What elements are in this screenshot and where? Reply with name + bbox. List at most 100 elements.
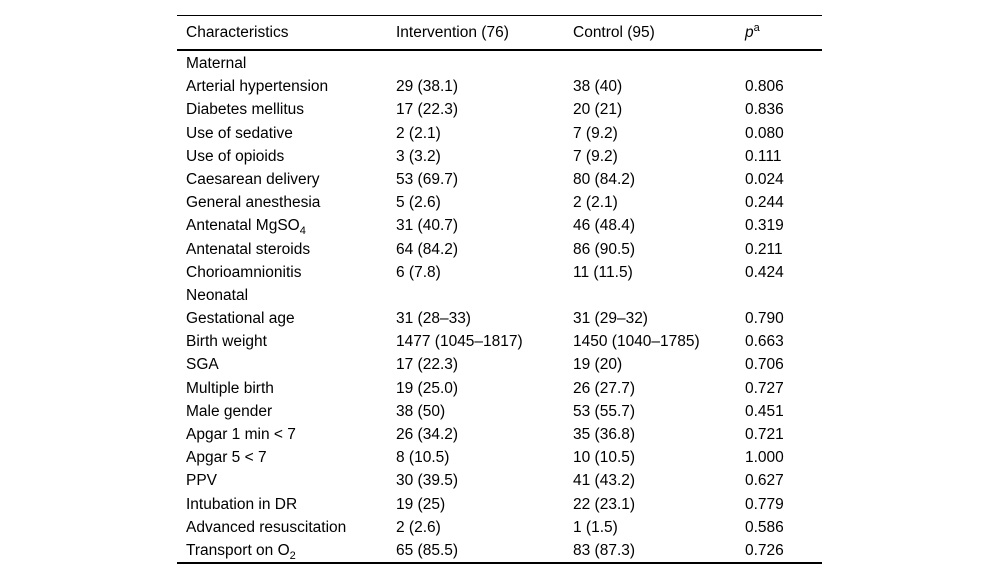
row-label: Arterial hypertension xyxy=(186,78,329,96)
p-value-cell: 0.790 xyxy=(745,310,784,328)
p-value-cell: 0.836 xyxy=(745,101,784,119)
control-cell: 35 (36.8) xyxy=(573,426,636,443)
table-row: Multiple birth 19 (25.0) 26 (27.7) 0.727 xyxy=(177,377,822,400)
row-label: Apgar 1 min < 7 xyxy=(186,426,296,443)
control-cell: 2 (2.1) xyxy=(573,194,618,212)
table-row: Arterial hypertension 29 (38.1) 38 (40) 0.8… xyxy=(177,75,822,98)
table-row: Male gender 38 (50) 53 (55.7) 0.451 xyxy=(177,400,822,423)
p-value-cell: 0.244 xyxy=(745,194,784,212)
intervention-cell: 2 (2.6) xyxy=(396,518,441,536)
table-row: Birth weight 1477 (1045–1817) 1450 (1040–1… xyxy=(177,330,822,353)
control-cell: 86 (90.5) xyxy=(573,240,636,258)
row-label: Antenatal MgSO4 xyxy=(186,217,306,238)
p-symbol: p xyxy=(745,23,754,41)
intervention-cell: 53 (69.7) xyxy=(396,170,459,188)
intervention-cell: 6 (7.8) xyxy=(396,263,441,281)
control-cell: 83 (87.3) xyxy=(573,541,636,559)
table-row: SGA 17 (22.3) 19 (20) 0.706 xyxy=(177,353,822,376)
control-cell: 20 (21) xyxy=(573,101,623,119)
label-subscript: 4 xyxy=(299,225,306,238)
intervention-cell: 17 (22.3) xyxy=(396,356,459,374)
intervention-cell: 19 (25.0) xyxy=(396,379,459,397)
p-value-cell: 0.806 xyxy=(745,78,784,96)
row-label: Gestational age xyxy=(186,310,295,328)
row-label: PPV xyxy=(186,472,218,490)
row-label: Advanced resuscitation xyxy=(186,518,347,536)
control-cell: 26 (27.7) xyxy=(573,379,636,397)
table-row: Apgar 1 min < 7 26 (34.2) 35 (36.8) 0.721 xyxy=(177,423,822,446)
p-footnote-marker: a xyxy=(753,21,760,34)
intervention-cell: 17 (22.3) xyxy=(396,101,459,119)
intervention-cell: 5 (2.6) xyxy=(396,194,441,212)
table-row: Gestational age 31 (28–33) 31 (29–32) 0.790 xyxy=(177,307,822,330)
table-row: Use of opioids 3 (3.2) 7 (9.2) 0.111 xyxy=(177,145,822,168)
intervention-cell: 30 (39.5) xyxy=(396,472,459,490)
row-label: Antenatal steroids xyxy=(186,240,311,258)
control-cell: 53 (55.7) xyxy=(573,402,636,420)
p-value-cell: 1.000 xyxy=(745,449,784,467)
row-label: General anesthesia xyxy=(186,194,321,212)
table-row: General anesthesia 5 (2.6) 2 (2.1) 0.244 xyxy=(177,191,822,214)
control-cell: 38 (40) xyxy=(573,78,623,96)
table-row: Advanced resuscitation 2 (2.6) 1 (1.5) 0.58… xyxy=(177,516,822,539)
p-value-cell: 0.706 xyxy=(745,356,784,374)
p-value-cell: 0.424 xyxy=(745,263,784,281)
table-row: Intubation in DR 19 (25) 22 (23.1) 0.779 xyxy=(177,493,822,516)
intervention-cell: 29 (38.1) xyxy=(396,78,459,96)
table-row: Chorioamnionitis 6 (7.8) 11 (11.5) 0.424 xyxy=(177,261,822,284)
row-label: Birth weight xyxy=(186,333,267,351)
control-cell: 22 (23.1) xyxy=(573,495,636,513)
intervention-cell: 31 (40.7) xyxy=(396,217,459,235)
control-cell: 7 (9.2) xyxy=(573,147,618,165)
intervention-cell: 3 (3.2) xyxy=(396,147,441,165)
intervention-cell: 64 (84.2) xyxy=(396,240,459,258)
intervention-cell: 38 (50) xyxy=(396,402,446,420)
p-value-cell: 0.111 xyxy=(745,147,782,165)
table-body: Maternal Arterial hypertension 29 (38.1) 38… xyxy=(177,51,822,565)
row-label: Caesarean delivery xyxy=(186,170,320,188)
p-value-cell: 0.319 xyxy=(745,217,784,235)
table-row: Apgar 5 < 7 8 (10.5) 10 (10.5) 1.000 xyxy=(177,446,822,469)
row-label: Multiple birth xyxy=(186,379,274,397)
p-value-cell: 0.586 xyxy=(745,518,784,536)
table-row: Diabetes mellitus 17 (22.3) 20 (21) 0.836 xyxy=(177,98,822,121)
baseline-characteristics-table: Characteristics Intervention (76) Contro… xyxy=(177,15,822,565)
row-label: Use of sedative xyxy=(186,124,293,142)
intervention-cell: 8 (10.5) xyxy=(396,449,450,467)
control-cell: 80 (84.2) xyxy=(573,170,636,188)
row-label: Chorioamnionitis xyxy=(186,263,302,281)
row-label: Apgar 5 < 7 xyxy=(186,449,267,467)
table-row: Antenatal steroids 64 (84.2) 86 (90.5) 0.21… xyxy=(177,238,822,261)
p-value-cell: 0.663 xyxy=(745,333,784,351)
table-header-row: Characteristics Intervention (76) Contro… xyxy=(177,16,822,51)
p-value-cell: 0.727 xyxy=(745,379,784,397)
header-control: Control (95) xyxy=(573,23,655,41)
p-value-cell: 0.451 xyxy=(745,402,784,420)
row-label: Intubation in DR xyxy=(186,495,298,513)
header-intervention: Intervention (76) xyxy=(396,23,509,41)
control-cell: 31 (29–32) xyxy=(573,310,648,328)
control-cell: 46 (48.4) xyxy=(573,217,636,235)
p-value-cell: 0.726 xyxy=(745,541,784,559)
row-label: Transport on O2 xyxy=(186,541,296,563)
table-row: Use of sedative 2 (2.1) 7 (9.2) 0.080 xyxy=(177,122,822,145)
row-label: Use of opioids xyxy=(186,147,285,165)
intervention-cell: 65 (85.5) xyxy=(396,541,459,559)
label-subscript: 2 xyxy=(289,550,296,563)
p-value-cell: 0.627 xyxy=(745,472,784,490)
section-row: Neonatal xyxy=(177,284,822,307)
intervention-cell: 1477 (1045–1817) xyxy=(396,333,523,351)
p-value-cell: 0.211 xyxy=(745,240,783,258)
control-cell: 41 (43.2) xyxy=(573,472,636,490)
p-value-cell: 0.024 xyxy=(745,170,784,188)
table-row: Caesarean delivery 53 (69.7) 80 (84.2) 0.02… xyxy=(177,168,822,191)
p-value-cell: 0.080 xyxy=(745,124,784,142)
row-label: SGA xyxy=(186,356,219,374)
intervention-cell: 19 (25) xyxy=(396,495,446,513)
table-row: Transport on O2 65 (85.5) 83 (87.3) 0.726 xyxy=(177,539,822,562)
control-cell: 1 (1.5) xyxy=(573,518,618,536)
p-value-cell: 0.721 xyxy=(745,426,784,443)
control-cell: 10 (10.5) xyxy=(573,449,636,467)
table-row: Antenatal MgSO4 31 (40.7) 46 (48.4) 0.319 xyxy=(177,214,822,237)
